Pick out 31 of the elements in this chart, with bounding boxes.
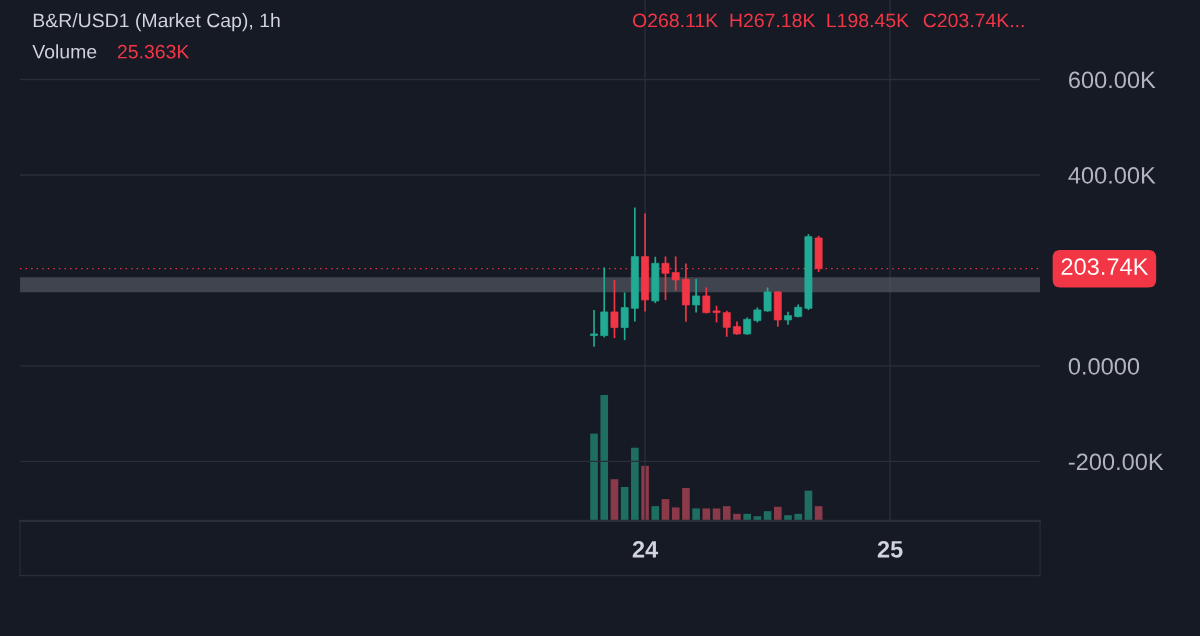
candlestick <box>722 310 731 337</box>
candlestick <box>692 279 701 313</box>
annotation: H267.18K <box>730 13 816 28</box>
annotation: 25.363K <box>117 44 190 59</box>
annotation: L198.45K <box>827 13 909 28</box>
annotation: O268.11K <box>632 13 718 28</box>
x-tick-label: 24 <box>632 540 659 558</box>
bar <box>773 506 782 521</box>
y-tick-label: 600.00K <box>1069 71 1156 89</box>
candlestick <box>610 280 619 339</box>
chart-title: Volume <box>32 44 97 59</box>
bar <box>692 508 700 521</box>
candlestick <box>590 310 598 347</box>
bar <box>722 506 731 521</box>
y-tick-label: -200.00K <box>1068 453 1164 471</box>
candlestick <box>620 292 629 341</box>
x-tick-label: 25 <box>877 540 903 558</box>
bar <box>600 394 609 521</box>
bar <box>651 506 660 521</box>
annotation: C203.74K... <box>923 13 1024 28</box>
bar <box>631 447 639 521</box>
bar <box>610 479 619 521</box>
bar <box>784 515 792 521</box>
bar <box>590 433 598 521</box>
ref-line-label: 203.74K <box>1061 258 1149 275</box>
y-tick-label: 400.00K <box>1068 167 1156 184</box>
candlestick <box>600 267 609 338</box>
bar <box>671 507 680 521</box>
y-tick-label: 0.0000 <box>1068 357 1140 375</box>
bar <box>682 488 690 521</box>
text: B&R/USD1 (Market Cap), 1h <box>33 13 280 32</box>
